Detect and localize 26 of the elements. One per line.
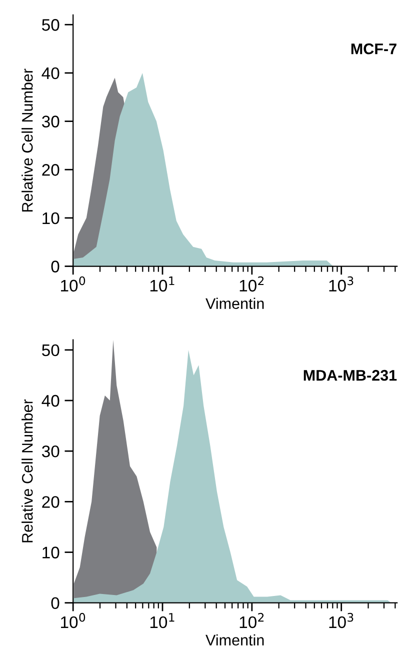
y-tick-label: 0 bbox=[51, 597, 60, 610]
y-tick-label: 0 bbox=[51, 260, 60, 272]
y-tick-label: 20 bbox=[42, 164, 60, 176]
x-tick-label: 10$^{1}$ bbox=[150, 276, 174, 292]
y-tick-label: 50 bbox=[42, 19, 60, 31]
text: MCF-7 bbox=[351, 43, 396, 54]
y-tick-label: 10 bbox=[42, 212, 60, 224]
x-tick-label: 10$^{0}$ bbox=[61, 612, 86, 628]
y-tick-label: 40 bbox=[42, 67, 60, 80]
y-tick-label: 40 bbox=[42, 394, 60, 407]
text: MDA-MB-231 bbox=[304, 370, 397, 381]
y-tick-label: 50 bbox=[42, 344, 60, 356]
y-tick-label: 30 bbox=[42, 116, 60, 128]
x-tick-label: 10$^{2}$ bbox=[240, 612, 264, 628]
y-axis-title: Relative Cell Number bbox=[22, 399, 33, 542]
x-axis-title: Vimentin bbox=[206, 634, 264, 646]
y-tick-label: 20 bbox=[42, 496, 60, 508]
x-axis-title: Vimentin bbox=[206, 298, 264, 309]
y-tick-label: 10 bbox=[42, 546, 60, 558]
y-axis-title: Relative Cell Number bbox=[22, 68, 33, 212]
x-tick-label: 10$^{2}$ bbox=[240, 276, 264, 292]
x-tick-label: 10$^{0}$ bbox=[61, 276, 86, 292]
x-tick-label: 10$^{3}$ bbox=[329, 612, 354, 628]
x-tick-label: 10$^{1}$ bbox=[150, 613, 174, 628]
x-tick-label: 10$^{3}$ bbox=[329, 276, 354, 292]
y-tick-label: 30 bbox=[42, 445, 60, 458]
